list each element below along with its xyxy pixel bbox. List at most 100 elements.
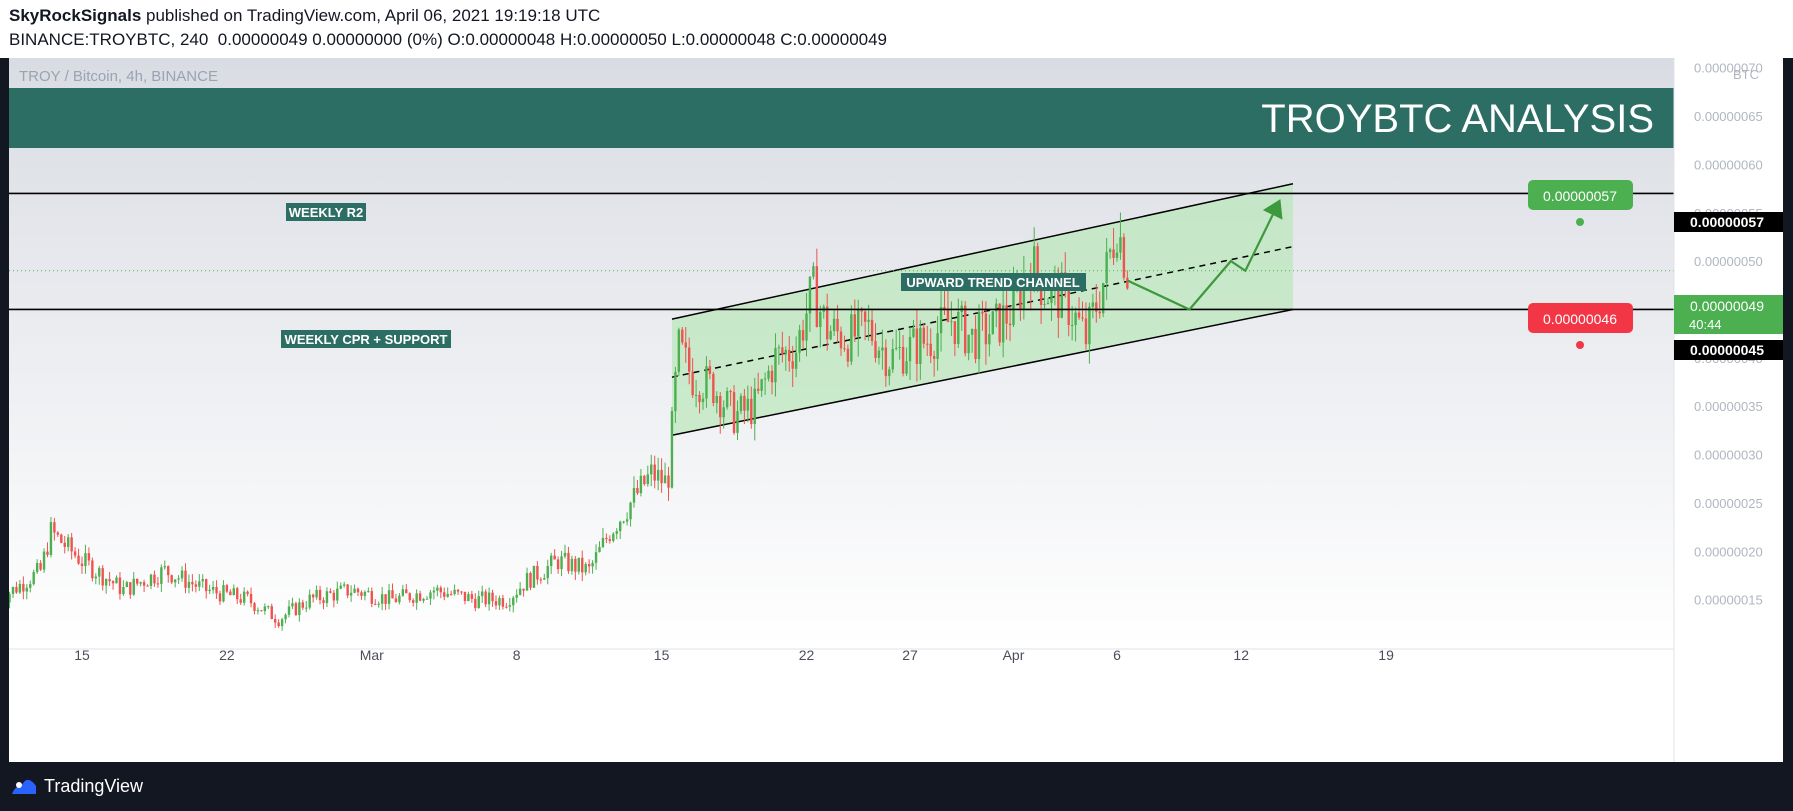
candle-body bbox=[912, 328, 915, 337]
price-chart[interactable]: TROY / Bitcoin, 4h, BINANCE TROYBTC ANAL… bbox=[9, 58, 1783, 762]
candle-body bbox=[201, 579, 204, 582]
candle-body bbox=[46, 551, 49, 555]
y-tick-label: 0.00000025 bbox=[1694, 496, 1763, 511]
target-red-tag[interactable]: 0.00000046 bbox=[1528, 303, 1633, 349]
candle-body bbox=[104, 579, 108, 586]
candle-body bbox=[881, 347, 884, 351]
candle-body bbox=[974, 328, 977, 360]
candle-body bbox=[743, 395, 746, 411]
x-axis-ticks: 15 22 Mar 8 15 22 27 Apr 6 12 19 bbox=[9, 647, 1674, 663]
candle-body bbox=[622, 521, 625, 523]
candle-body bbox=[770, 370, 774, 383]
candle-body bbox=[329, 591, 332, 593]
candle-body bbox=[1057, 278, 1060, 318]
candle-body bbox=[384, 594, 387, 604]
candle-body bbox=[205, 579, 208, 592]
candle-body bbox=[667, 475, 670, 488]
candle-body bbox=[80, 563, 84, 567]
price-axis[interactable] bbox=[1674, 58, 1783, 762]
candle-body bbox=[518, 588, 522, 595]
target-green-tag[interactable]: 0.00000057 bbox=[1528, 180, 1633, 226]
candle-body bbox=[1036, 246, 1039, 279]
candle-body bbox=[1067, 280, 1070, 326]
candle-body bbox=[322, 600, 325, 604]
candle-body bbox=[801, 330, 805, 341]
candle-body bbox=[387, 590, 391, 604]
channel-lower-line bbox=[671, 308, 1294, 436]
candle-body bbox=[167, 566, 170, 576]
candle-body bbox=[777, 347, 781, 349]
publisher-name[interactable]: SkyRockSignals bbox=[9, 6, 142, 25]
candle-body bbox=[22, 583, 25, 592]
candle-body bbox=[698, 394, 701, 403]
tradingview-brand[interactable]: TradingView bbox=[44, 776, 144, 796]
candle-body bbox=[360, 592, 363, 596]
candle-body bbox=[98, 568, 101, 577]
candle-body bbox=[325, 591, 329, 604]
candle-body bbox=[422, 598, 425, 601]
candle-body bbox=[639, 475, 643, 494]
candle-body bbox=[463, 591, 467, 602]
x-tick-label: 12 bbox=[1233, 647, 1249, 663]
analysis-banner bbox=[9, 88, 1674, 148]
candle-body bbox=[805, 313, 808, 341]
candle-body bbox=[625, 519, 629, 522]
candle-body bbox=[1046, 302, 1050, 305]
candle-body bbox=[684, 342, 687, 348]
tradingview-logo-icon[interactable] bbox=[10, 776, 38, 796]
candle-body bbox=[163, 566, 166, 568]
candle-body bbox=[560, 556, 563, 570]
candle-body bbox=[615, 531, 618, 534]
candle-body bbox=[443, 592, 446, 597]
candle-body bbox=[898, 346, 901, 348]
candle-body bbox=[653, 464, 656, 481]
candle-body bbox=[1098, 311, 1101, 314]
chart-area[interactable]: TROY / Bitcoin, 4h, BINANCE TROYBTC ANAL… bbox=[9, 58, 1783, 762]
candle-body bbox=[439, 587, 442, 593]
candle-body bbox=[701, 398, 705, 403]
candle-body bbox=[988, 334, 991, 345]
support-price-text: 0.00000045 bbox=[1690, 342, 1764, 358]
candle-body bbox=[187, 581, 191, 588]
candle-body bbox=[35, 563, 39, 572]
candle-body bbox=[277, 622, 280, 627]
candle-body bbox=[929, 343, 932, 357]
candle-body bbox=[194, 584, 198, 587]
candle-body bbox=[311, 594, 315, 598]
candle-body bbox=[129, 582, 132, 595]
candle-body bbox=[225, 585, 229, 592]
candle-body bbox=[619, 521, 622, 532]
candle-body bbox=[957, 312, 960, 344]
candle-body bbox=[908, 336, 912, 362]
r2-price-text: 0.00000057 bbox=[1690, 214, 1764, 230]
candle-body bbox=[694, 394, 698, 396]
candle-body bbox=[891, 348, 894, 370]
candle-body bbox=[798, 330, 801, 353]
candle-body bbox=[995, 303, 998, 312]
candle-body bbox=[429, 592, 432, 599]
candle-body bbox=[87, 553, 91, 561]
candle-body bbox=[474, 598, 477, 609]
candle-body bbox=[146, 585, 149, 587]
projection-path bbox=[1126, 199, 1283, 311]
candle-body bbox=[863, 311, 867, 322]
candle-body bbox=[132, 578, 135, 595]
candle-body bbox=[263, 606, 267, 612]
candle-body bbox=[315, 589, 318, 598]
candle-body bbox=[1039, 278, 1043, 306]
candle-body bbox=[42, 551, 46, 570]
candle-body bbox=[632, 488, 636, 503]
candle-body bbox=[211, 586, 215, 590]
candle-body bbox=[136, 578, 139, 584]
candle-body bbox=[646, 474, 649, 485]
candle-body bbox=[763, 378, 767, 380]
candle-body bbox=[1043, 304, 1046, 306]
candle-body bbox=[829, 331, 832, 340]
candle-body bbox=[815, 266, 819, 327]
candle-body bbox=[964, 305, 967, 354]
candle-body bbox=[49, 522, 53, 555]
candle-body bbox=[149, 574, 153, 586]
candle-body bbox=[56, 532, 60, 535]
candle-body bbox=[267, 606, 270, 608]
candle-body bbox=[601, 537, 605, 547]
